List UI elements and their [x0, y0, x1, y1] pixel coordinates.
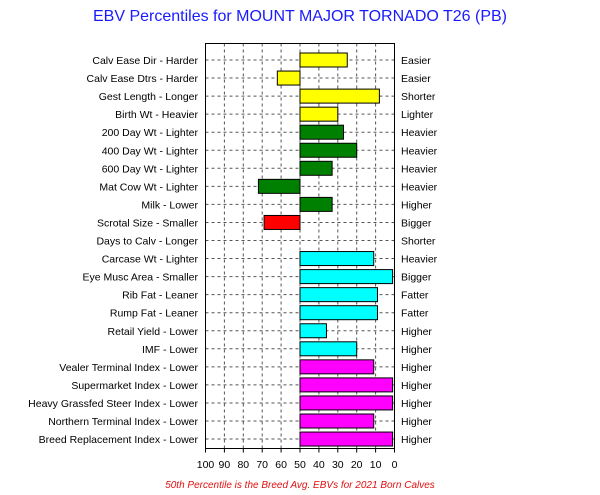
bar-breed-replacement-index-lower: [299, 431, 394, 447]
trait-label: Vealer Terminal Index - Lower: [59, 362, 198, 374]
left-labels: Calv Ease Dir - Harder Calv Ease Dtrs - H…: [28, 55, 198, 446]
bar-carcase-wt-lighter: [299, 251, 375, 267]
direction-label: Higher: [401, 416, 432, 428]
x-tick-label: 50: [294, 459, 306, 471]
bar-400-day-wt-lighter: [299, 142, 358, 158]
x-tick-label: 10: [370, 459, 382, 471]
direction-label: Higher: [401, 344, 432, 356]
direction-label: Bigger: [401, 272, 432, 284]
x-tick-label: 70: [256, 459, 268, 471]
direction-label: Fatter: [401, 290, 429, 302]
x-tick-label: 30: [332, 459, 344, 471]
direction-label: Heavier: [401, 163, 438, 175]
x-tick-label: 40: [313, 459, 325, 471]
trait-label: Heavy Grassfed Steer Index - Lower: [28, 398, 198, 410]
bar-scrotal-size-smaller: [263, 214, 301, 230]
bar-vealer-terminal-index-lower: [299, 359, 375, 375]
chart-footnote: 50th Percentile is the Breed Avg. EBVs f…: [165, 480, 435, 491]
x-tick-label: 0: [392, 459, 398, 471]
x-tick-label: 90: [219, 459, 231, 471]
direction-label: Lighter: [401, 109, 434, 121]
bar-calv-ease-dtrs-harder: [276, 70, 301, 86]
trait-label: Calv Ease Dir - Harder: [92, 55, 198, 67]
x-tick-label: 100: [197, 459, 215, 471]
direction-label: Heavier: [401, 254, 438, 266]
trait-label: IMF - Lower: [142, 344, 199, 356]
bar-supermarket-index-lower: [299, 377, 394, 393]
trait-label: 200 Day Wt - Lighter: [102, 127, 199, 139]
bar-calv-ease-dir-harder: [299, 52, 348, 68]
trait-label: Scrotal Size - Smaller: [97, 217, 198, 229]
bar-eye-musc-area-smaller: [299, 269, 394, 285]
direction-label: Bigger: [401, 217, 432, 229]
trait-label: Rib Fat - Leaner: [122, 290, 198, 302]
bar-retail-yield-lower: [299, 323, 327, 339]
trait-label: Eye Musc Area - Smaller: [82, 272, 198, 284]
trait-label: Calv Ease Dtrs - Harder: [87, 73, 199, 85]
bar-rump-fat-leaner: [299, 305, 378, 321]
chart-title: EBV Percentiles for MOUNT MAJOR TORNADO …: [93, 8, 507, 25]
direction-label: Shorter: [401, 91, 436, 103]
direction-label: Heavier: [401, 181, 438, 193]
bar-imf-lower: [299, 341, 358, 357]
bar-200-day-wt-lighter: [299, 124, 344, 140]
trait-label: 400 Day Wt - Lighter: [102, 145, 199, 157]
x-axis-ticks: 100 90 80 70 60 50 40 30 20 10 0: [197, 448, 398, 471]
direction-label: Higher: [401, 362, 432, 374]
trait-label: Milk - Lower: [141, 199, 198, 211]
direction-label: Heavier: [401, 127, 438, 139]
bar-gest-length-longer: [299, 88, 380, 104]
trait-label: Gest Length - Longer: [99, 91, 199, 103]
direction-label: Higher: [401, 398, 432, 410]
bar-milk-lower: [299, 196, 333, 212]
bar-rib-fat-leaner: [299, 287, 378, 303]
trait-label: Birth Wt - Heavier: [115, 109, 198, 121]
trait-label: Retail Yield - Lower: [108, 326, 199, 338]
trait-label: Breed Replacement Index - Lower: [39, 434, 199, 446]
bar-mat-cow-wt-lighter: [257, 178, 301, 194]
bar-600-day-wt-lighter: [299, 160, 333, 176]
bar-birth-wt-heavier: [299, 106, 339, 122]
direction-label: Higher: [401, 199, 432, 211]
direction-label: Shorter: [401, 236, 436, 248]
trait-label: Days to Calv - Longer: [96, 236, 198, 248]
bars: [257, 52, 394, 447]
trait-label: Rump Fat - Leaner: [110, 308, 199, 320]
direction-label: Easier: [401, 55, 431, 67]
direction-label: Fatter: [401, 308, 429, 320]
direction-label: Higher: [401, 380, 432, 392]
x-tick-label: 20: [351, 459, 363, 471]
bar-northern-terminal-index-lower: [299, 413, 375, 429]
trait-label: Mat Cow Wt - Lighter: [99, 181, 198, 193]
trait-label: Carcase Wt - Lighter: [102, 254, 199, 266]
bar-heavy-grassfed-steer-index-lower: [299, 395, 394, 411]
direction-label: Higher: [401, 434, 432, 446]
trait-label: Supermarket Index - Lower: [71, 380, 198, 392]
x-tick-label: 80: [237, 459, 249, 471]
direction-label: Higher: [401, 326, 432, 338]
trait-label: Northern Terminal Index - Lower: [48, 416, 198, 428]
direction-label: Easier: [401, 73, 431, 85]
trait-label: 600 Day Wt - Lighter: [102, 163, 199, 175]
direction-label: Heavier: [401, 145, 438, 157]
x-tick-label: 60: [275, 459, 287, 471]
right-labels: Easier Easier Shorter Lighter Heavier Heavier…: [401, 55, 438, 446]
